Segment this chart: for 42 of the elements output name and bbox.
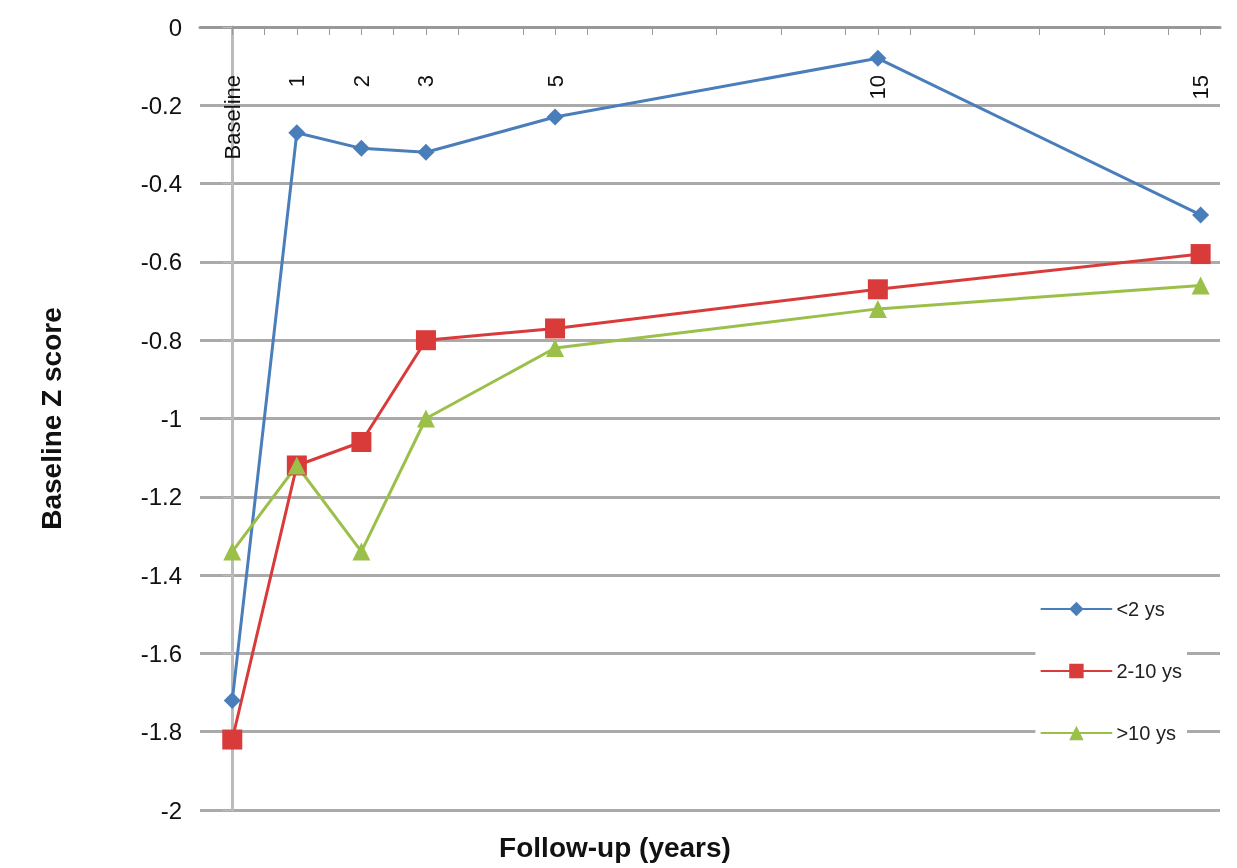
y-tick-label: -1.6 <box>140 639 182 667</box>
y-tick-label: -1.4 <box>140 561 182 589</box>
x-tick-label: 5 <box>542 75 568 88</box>
point <box>352 139 370 157</box>
legend-label: >10 ys <box>1116 722 1176 744</box>
x-tick-label: 1 <box>284 75 310 88</box>
x-tick-label: 3 <box>413 75 439 88</box>
point <box>417 143 435 161</box>
x-tick-label: Baseline <box>219 75 245 160</box>
x-tick-label: 10 <box>865 75 891 100</box>
point <box>222 729 243 750</box>
x-axis-title: Follow-up (years) <box>499 831 731 863</box>
y-axis-title: Baseline Z score <box>35 307 67 530</box>
point <box>1191 276 1210 295</box>
y-tick-label: 0 <box>168 13 182 41</box>
y-tick-label: -0.6 <box>140 248 182 276</box>
point <box>352 542 371 561</box>
legend-label: 2-10 ys <box>1116 660 1183 682</box>
y-tick-label: -1 <box>160 405 182 432</box>
x-tick-label: 2 <box>348 75 374 88</box>
point <box>1192 206 1210 224</box>
point <box>545 318 566 339</box>
y-tick-label: -2 <box>160 796 182 824</box>
x-tick-label: 15 <box>1188 75 1214 100</box>
legend-label: <2 ys <box>1116 598 1165 620</box>
point <box>415 330 436 351</box>
y-tick-label: -1.8 <box>140 718 182 746</box>
point <box>869 49 887 67</box>
y-tick-label: -0.8 <box>140 326 182 354</box>
y-tick-label: -1.2 <box>140 483 182 511</box>
point <box>223 691 241 709</box>
point <box>288 124 306 142</box>
point <box>868 299 887 318</box>
point <box>223 542 242 561</box>
point <box>546 108 564 126</box>
point <box>1190 244 1211 265</box>
point <box>416 409 435 428</box>
point <box>867 279 888 300</box>
point <box>546 339 565 358</box>
y-tick-label: -0.2 <box>140 91 182 119</box>
point <box>351 431 372 452</box>
y-tick-label: -0.4 <box>140 170 182 198</box>
